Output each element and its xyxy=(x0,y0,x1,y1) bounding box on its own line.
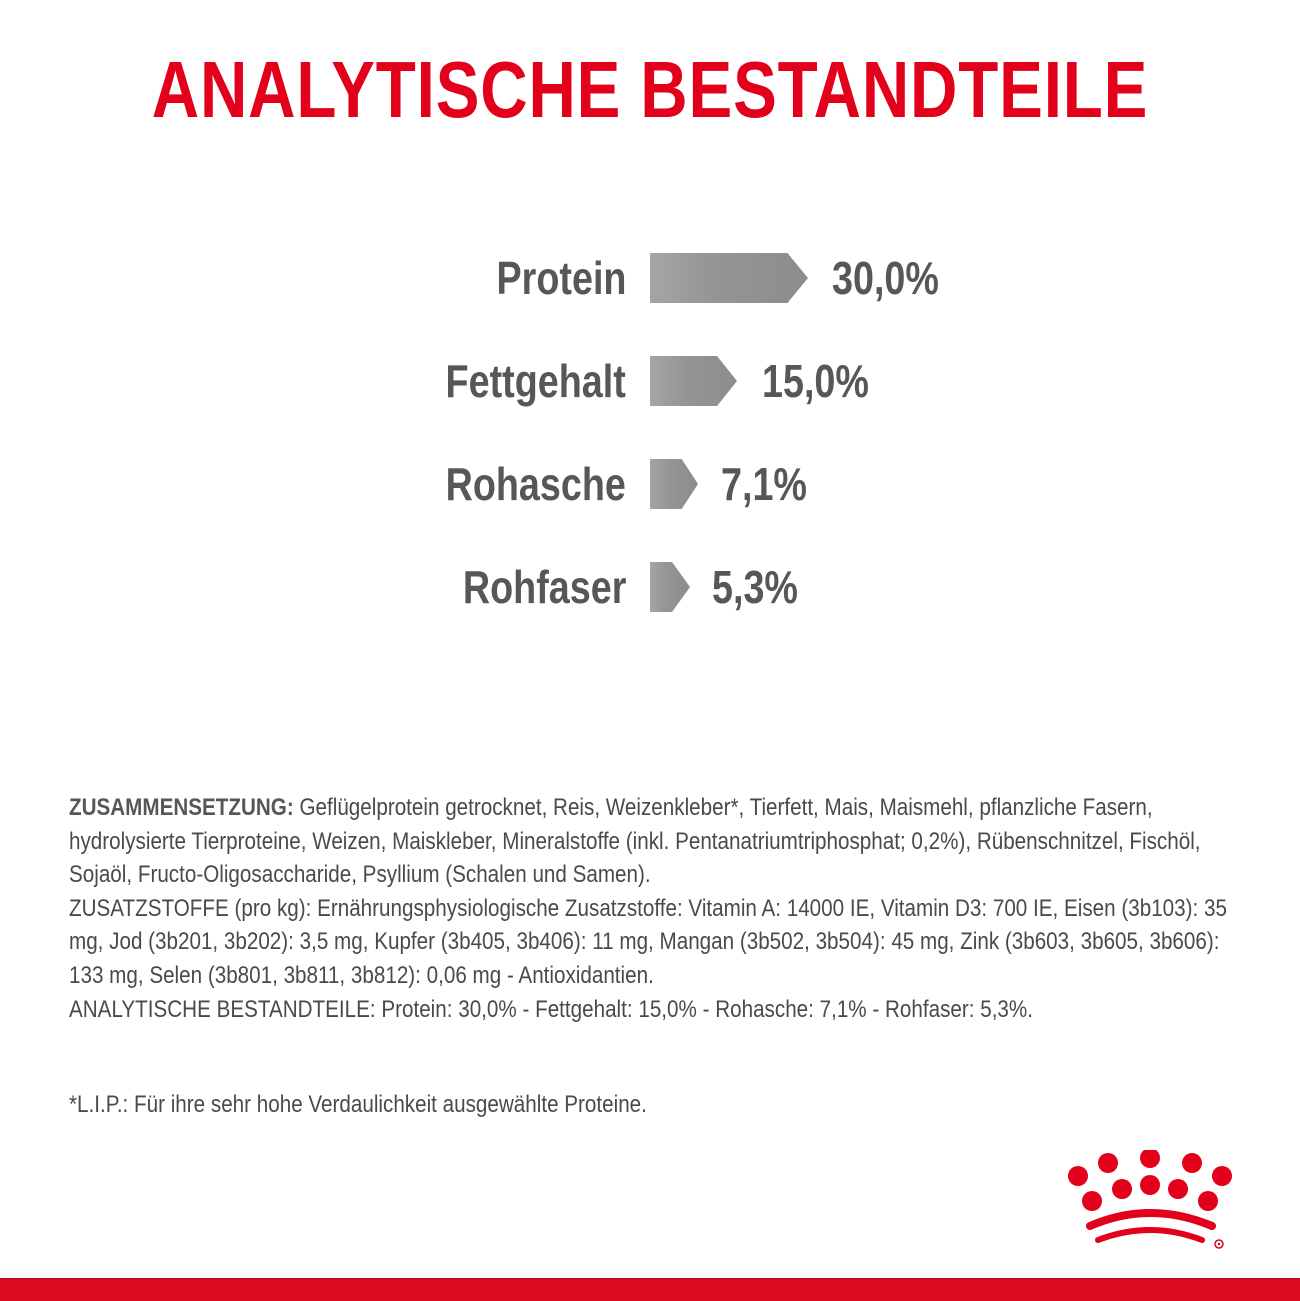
chart-row-rohfaser: Rohfaser 5,3% xyxy=(0,561,1300,613)
row-value: 15,0% xyxy=(762,355,869,407)
crown-logo-icon xyxy=(1068,1150,1232,1249)
composition-body: Geflügelprotein getrocknet, Reis, Weizen… xyxy=(69,794,1201,889)
arrow-bar xyxy=(650,253,808,303)
page-title: ANALYTISCHE BESTANDTEILE xyxy=(151,45,1149,134)
chart-row-protein: Protein 30,0% xyxy=(0,252,1300,304)
row-label: Fettgehalt xyxy=(445,355,626,407)
arrow-bar xyxy=(650,562,690,612)
composition-paragraph: ZUSAMMENSETZUNG: Geflügelprotein getrock… xyxy=(69,791,1247,892)
row-value: 30,0% xyxy=(832,252,939,304)
composition-text: ZUSAMMENSETZUNG: Geflügelprotein getrock… xyxy=(69,791,1247,1026)
chart-row-fettgehalt: Fettgehalt 15,0% xyxy=(0,355,1300,407)
row-label: Rohasche xyxy=(445,458,626,510)
chart-row-rohasche: Rohasche 7,1% xyxy=(0,458,1300,510)
row-label: Rohfaser xyxy=(462,561,626,613)
row-value: 5,3% xyxy=(712,561,798,613)
bottom-band xyxy=(0,1278,1300,1301)
row-label: Protein xyxy=(496,252,626,304)
arrow-bar xyxy=(650,356,737,406)
footnote: *L.I.P.: Für ihre sehr hohe Verdaulichke… xyxy=(69,1091,647,1118)
composition-heading: ZUSAMMENSETZUNG: xyxy=(69,794,294,821)
analytical-paragraph: ANALYTISCHE BESTANDTEILE: Protein: 30,0%… xyxy=(69,995,1034,1023)
row-value: 7,1% xyxy=(721,458,807,510)
arrow-bar xyxy=(650,459,698,509)
additives-paragraph: ZUSATZSTOFFE (pro kg): Ernährungsphysiol… xyxy=(69,894,1227,989)
